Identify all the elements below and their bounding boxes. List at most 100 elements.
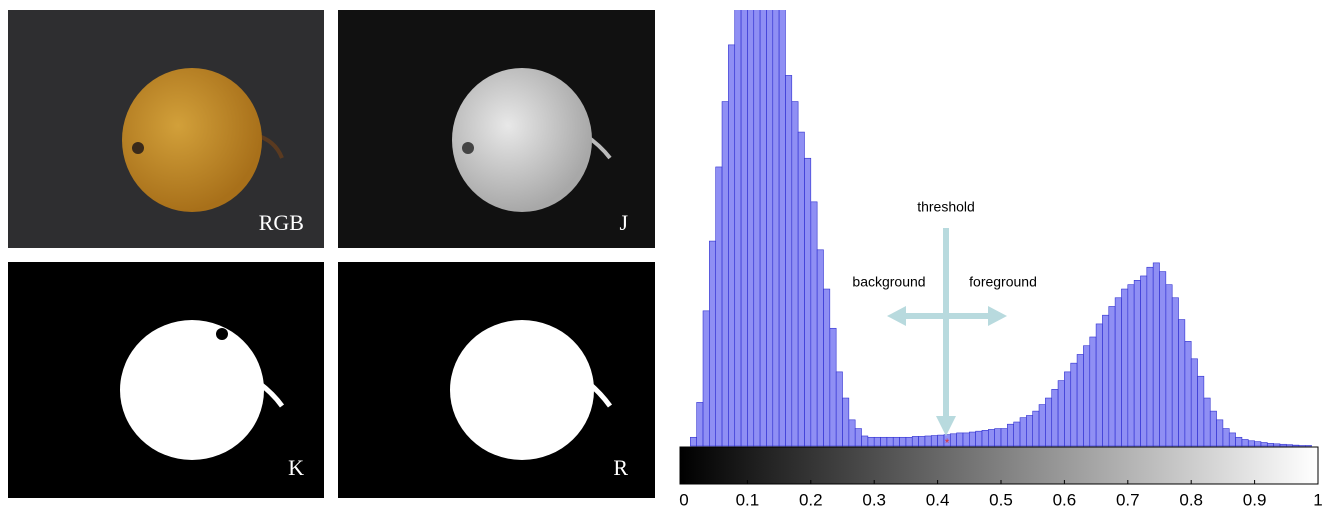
bar bbox=[874, 437, 880, 446]
bar bbox=[741, 0, 747, 446]
bar bbox=[1242, 439, 1248, 446]
bar bbox=[728, 45, 734, 446]
x-tick-label: 1 bbox=[1313, 490, 1322, 509]
bar bbox=[1014, 422, 1020, 446]
bar bbox=[1166, 285, 1172, 446]
panel-j: J bbox=[338, 10, 655, 248]
bar bbox=[1293, 445, 1299, 446]
bar bbox=[1204, 398, 1210, 446]
x-tick-label: 0.1 bbox=[736, 490, 760, 509]
bar bbox=[1128, 285, 1134, 446]
bar bbox=[716, 167, 722, 446]
bar bbox=[766, 0, 772, 446]
bar bbox=[1140, 276, 1146, 446]
bar bbox=[709, 241, 715, 446]
bar bbox=[1071, 363, 1077, 446]
threshold-arrows bbox=[887, 228, 1007, 436]
bar bbox=[1179, 320, 1185, 446]
bar bbox=[1083, 346, 1089, 446]
bar bbox=[976, 431, 982, 446]
bar bbox=[925, 436, 931, 446]
panel-r: R bbox=[338, 262, 655, 498]
bar bbox=[792, 102, 798, 446]
bar bbox=[868, 437, 874, 446]
annotation: threshold bbox=[917, 199, 975, 215]
bar bbox=[963, 433, 969, 446]
bar bbox=[1020, 418, 1026, 446]
bar bbox=[1109, 306, 1115, 446]
bar bbox=[1039, 405, 1045, 446]
bar bbox=[1185, 341, 1191, 446]
bar bbox=[1229, 433, 1235, 446]
bar bbox=[862, 436, 868, 446]
bar bbox=[1261, 443, 1267, 446]
bar bbox=[1147, 267, 1153, 446]
bar bbox=[1236, 437, 1242, 446]
bar bbox=[1077, 354, 1083, 446]
bar bbox=[1121, 289, 1127, 446]
bar bbox=[1248, 441, 1254, 446]
bar bbox=[849, 420, 855, 446]
figure: RGB J K R threshold background foregroun… bbox=[0, 0, 1336, 511]
bar bbox=[1001, 429, 1007, 446]
x-tick-label: 0.3 bbox=[862, 490, 886, 509]
bar bbox=[1255, 442, 1261, 446]
bar bbox=[1286, 445, 1292, 446]
bar bbox=[988, 429, 994, 446]
bar bbox=[900, 437, 906, 446]
bar bbox=[1102, 315, 1108, 446]
panel-label: J bbox=[619, 210, 628, 235]
panel-label: RGB bbox=[259, 210, 304, 235]
bar bbox=[950, 434, 956, 446]
bar bbox=[722, 102, 728, 446]
bar bbox=[735, 0, 741, 446]
panel-label: R bbox=[613, 455, 628, 480]
bar bbox=[1153, 263, 1159, 446]
x-tick-label: 0.6 bbox=[1053, 490, 1077, 509]
bar bbox=[1198, 376, 1204, 446]
x-tick-label: 0.7 bbox=[1116, 490, 1140, 509]
bar bbox=[1064, 372, 1070, 446]
x-tick-label: 0.5 bbox=[989, 490, 1013, 509]
bar bbox=[931, 436, 937, 446]
bar bbox=[957, 433, 963, 446]
bar bbox=[938, 435, 944, 446]
bar bbox=[1058, 381, 1064, 446]
bar bbox=[1033, 411, 1039, 446]
bar bbox=[703, 311, 709, 446]
bar bbox=[881, 437, 887, 446]
histogram bbox=[690, 0, 1311, 446]
bar bbox=[747, 0, 753, 446]
bar bbox=[995, 429, 1001, 446]
panel-rgb: RGB bbox=[8, 10, 324, 248]
bar bbox=[1045, 398, 1051, 446]
x-tick-label: 0.4 bbox=[926, 490, 950, 509]
panel-label: K bbox=[288, 455, 304, 480]
bar bbox=[969, 432, 975, 446]
threshold-marker: * bbox=[945, 436, 950, 450]
bar bbox=[811, 202, 817, 446]
bar bbox=[1115, 298, 1121, 446]
annotation: foreground bbox=[969, 274, 1037, 290]
x-tick-label: 0.9 bbox=[1243, 490, 1267, 509]
bar bbox=[1026, 415, 1032, 446]
bar bbox=[830, 328, 836, 446]
bar bbox=[919, 436, 925, 446]
bar bbox=[817, 250, 823, 446]
bar bbox=[893, 437, 899, 446]
bar bbox=[754, 0, 760, 446]
bar bbox=[690, 437, 696, 446]
panel-k: K bbox=[8, 262, 324, 498]
bar bbox=[1280, 444, 1286, 446]
bar bbox=[1134, 280, 1140, 446]
bar bbox=[1210, 411, 1216, 446]
bar bbox=[1274, 444, 1280, 446]
bar bbox=[1096, 324, 1102, 446]
annotation: background bbox=[852, 274, 925, 290]
bar bbox=[823, 289, 829, 446]
x-tick-label: 0 bbox=[679, 490, 688, 509]
bar bbox=[855, 429, 861, 446]
bar bbox=[1090, 337, 1096, 446]
bar bbox=[1267, 443, 1273, 446]
bar bbox=[697, 402, 703, 446]
